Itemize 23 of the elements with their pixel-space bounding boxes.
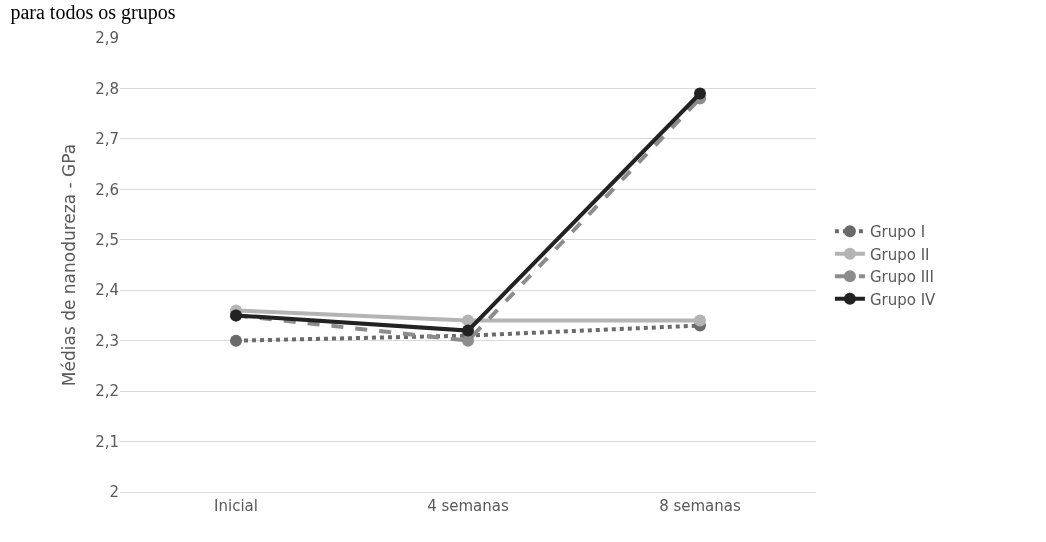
y-tick-label: 2,1 [95, 432, 119, 451]
point [694, 314, 706, 327]
y-axis-title: Médias de nanodureza - GPa [58, 143, 79, 387]
legend-label: Grupo I [869, 223, 926, 242]
y-tick-label: 2,9 [95, 29, 119, 48]
point [694, 87, 706, 100]
x-tick-label: Inicial [214, 497, 258, 515]
x-tick-label: 8 semanas [659, 497, 742, 515]
point [230, 334, 242, 347]
legend-label: Grupo III [869, 268, 934, 287]
y-tick-label: 2 [109, 483, 119, 502]
legend-label: Grupo II [869, 245, 930, 264]
x-tick-label: 4 semanas [427, 497, 510, 515]
y-tick-label: 2,5 [95, 231, 119, 250]
y-tick-label: 2,8 [95, 79, 119, 98]
point [462, 324, 474, 337]
y-tick-label: 2,4 [95, 281, 119, 300]
y-tick-label: 2,6 [95, 180, 119, 199]
y-tick-label: 2,7 [95, 130, 119, 149]
chart-title: para todos os grupos [10, 1, 176, 25]
y-tick-label: 2,3 [95, 331, 119, 350]
y-tick-label: 2,2 [95, 382, 119, 401]
legend-label: Grupo IV [869, 290, 937, 309]
